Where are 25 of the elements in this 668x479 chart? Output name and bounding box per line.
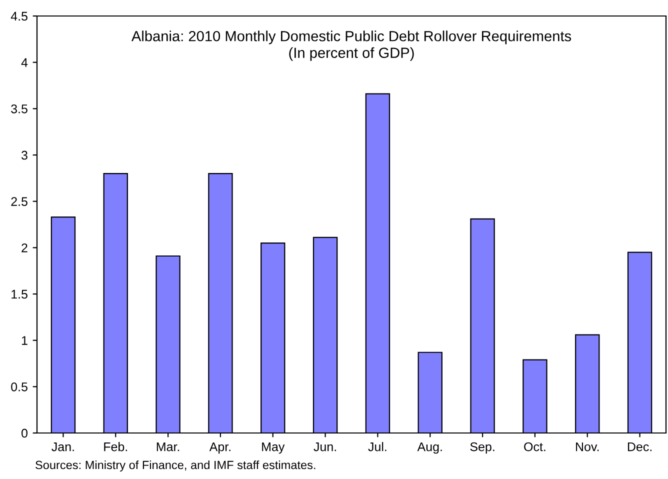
text: Albania: 2010 Monthly Domestic Public Debt Rollover Requirements bbox=[131, 30, 572, 44]
x-tick-label: Apr. bbox=[209, 442, 230, 454]
x-tick-label: Jul. bbox=[368, 442, 386, 452]
x-tick-label: Jun. bbox=[314, 442, 336, 452]
x-tick-label: Feb. bbox=[104, 442, 127, 452]
x-tick-label: Aug. bbox=[417, 442, 442, 454]
y-tick-label: 2 bbox=[22, 243, 28, 252]
x-tick-label: May bbox=[262, 442, 285, 454]
y-tick-label: 1 bbox=[22, 336, 28, 345]
x-tick-label: Mar. bbox=[156, 442, 180, 452]
source-note: Sources: Ministry of Finance, and IMF staff estimates. bbox=[36, 460, 316, 472]
y-tick-label: 0 bbox=[22, 428, 28, 438]
y-tick-label: 4.5 bbox=[10, 12, 28, 21]
x-tick-label: Jan. bbox=[52, 442, 74, 452]
text: (In percent of GDP) bbox=[289, 47, 414, 61]
x-tick-label: Oct. bbox=[524, 442, 546, 452]
y-tick-label: 0.5 bbox=[11, 382, 28, 392]
y-tick-label: 3.5 bbox=[11, 104, 28, 114]
y-tick-label: 1.5 bbox=[12, 290, 28, 299]
x-tick-label: Sep. bbox=[470, 442, 494, 454]
y-tick-label: 2.5 bbox=[11, 197, 28, 206]
y-tick-label: 3 bbox=[22, 150, 28, 160]
y-tick-label: 4 bbox=[21, 58, 28, 67]
x-tick-label: Dec. bbox=[628, 442, 652, 452]
x-tick-label: Nov. bbox=[576, 442, 599, 452]
